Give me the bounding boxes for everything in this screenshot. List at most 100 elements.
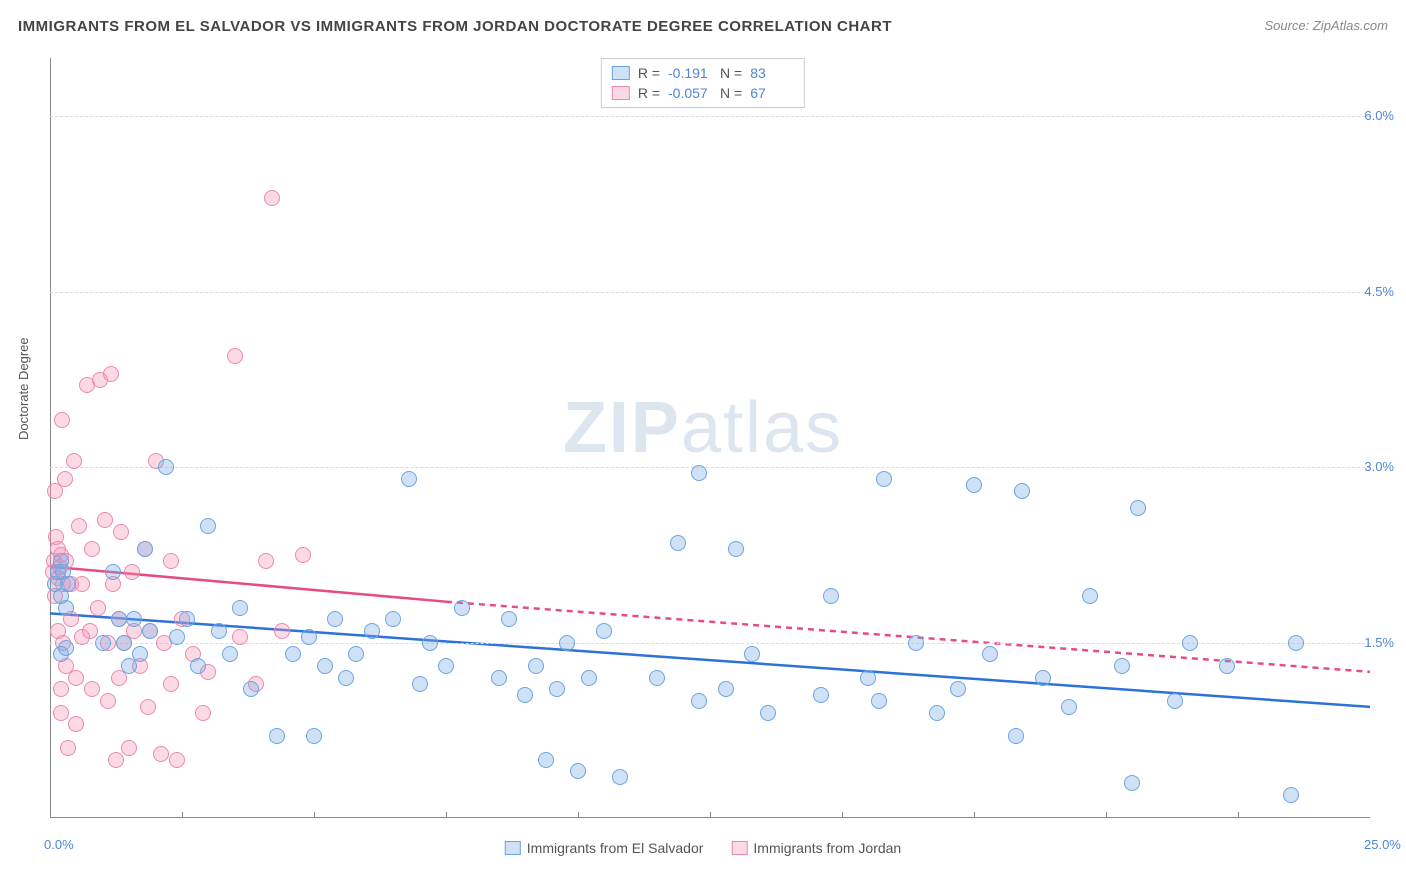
legend-swatch-blue — [612, 66, 630, 80]
gridline — [50, 292, 1370, 293]
blue-point — [760, 705, 776, 721]
blue-point — [60, 576, 76, 592]
blue-point — [306, 728, 322, 744]
blue-point — [338, 670, 354, 686]
x-tick-mark — [446, 812, 447, 818]
source-link[interactable]: ZipAtlas.com — [1313, 18, 1388, 33]
legend-n-value: 67 — [750, 85, 794, 101]
blue-point — [728, 541, 744, 557]
blue-point — [327, 611, 343, 627]
pink-point — [121, 740, 137, 756]
pink-point — [84, 541, 100, 557]
blue-point — [1114, 658, 1130, 674]
pink-point — [100, 693, 116, 709]
blue-point — [200, 518, 216, 534]
x-tick-mark — [1106, 812, 1107, 818]
blue-point — [1130, 500, 1146, 516]
legend-n-label: N = — [720, 85, 742, 101]
legend-swatch-pink — [731, 841, 747, 855]
y-tick-label: 1.5% — [1364, 635, 1394, 650]
series-legend: Immigrants from El Salvador Immigrants fr… — [505, 840, 901, 856]
legend-r-value: -0.191 — [668, 65, 712, 81]
blue-point — [364, 623, 380, 639]
stat-legend-row: R =-0.191N =83 — [612, 63, 794, 83]
blue-point — [116, 635, 132, 651]
y-tick-label: 6.0% — [1364, 108, 1394, 123]
blue-point — [871, 693, 887, 709]
stat-legend: R =-0.191N =83R =-0.057N =67 — [601, 58, 805, 108]
blue-point — [222, 646, 238, 662]
x-tick-mark — [974, 812, 975, 818]
blue-point — [111, 611, 127, 627]
blue-point — [559, 635, 575, 651]
y-axis-label: Doctorate Degree — [16, 337, 31, 440]
blue-point — [823, 588, 839, 604]
blue-point — [528, 658, 544, 674]
pink-point — [54, 412, 70, 428]
blue-point — [549, 681, 565, 697]
source-label: Source: — [1264, 18, 1312, 33]
blue-point — [1008, 728, 1024, 744]
pink-point — [113, 524, 129, 540]
blue-point — [1167, 693, 1183, 709]
blue-point — [132, 646, 148, 662]
pink-point — [71, 518, 87, 534]
blue-point — [137, 541, 153, 557]
pink-point — [153, 746, 169, 762]
blue-point — [718, 681, 734, 697]
blue-point — [126, 611, 142, 627]
pink-point — [258, 553, 274, 569]
blue-point — [285, 646, 301, 662]
pink-point — [84, 681, 100, 697]
legend-r-label: R = — [638, 65, 660, 81]
blue-point — [813, 687, 829, 703]
pink-point — [108, 752, 124, 768]
blue-point — [570, 763, 586, 779]
blue-point — [454, 600, 470, 616]
blue-point — [1035, 670, 1051, 686]
pink-point — [195, 705, 211, 721]
blue-point — [517, 687, 533, 703]
legend-swatch-pink — [612, 86, 630, 100]
blue-point — [1288, 635, 1304, 651]
blue-point — [649, 670, 665, 686]
blue-point — [876, 471, 892, 487]
blue-point — [158, 459, 174, 475]
pink-point — [163, 676, 179, 692]
blue-point — [1124, 775, 1140, 791]
blue-point — [301, 629, 317, 645]
blue-point — [269, 728, 285, 744]
blue-point — [142, 623, 158, 639]
x-tick-mark — [842, 812, 843, 818]
series-legend-item: Immigrants from Jordan — [731, 840, 901, 856]
x-tick-mark — [710, 812, 711, 818]
pink-point — [97, 512, 113, 528]
blue-point — [966, 477, 982, 493]
blue-point — [1082, 588, 1098, 604]
blue-point — [412, 676, 428, 692]
blue-point — [612, 769, 628, 785]
pink-point — [124, 564, 140, 580]
pink-point — [68, 670, 84, 686]
blue-point — [691, 693, 707, 709]
blue-point — [670, 535, 686, 551]
pink-point — [264, 190, 280, 206]
pink-point — [140, 699, 156, 715]
blue-point — [982, 646, 998, 662]
blue-point — [95, 635, 111, 651]
blue-point — [950, 681, 966, 697]
blue-point — [58, 600, 74, 616]
gridline — [50, 467, 1370, 468]
pink-point — [232, 629, 248, 645]
pink-point — [57, 471, 73, 487]
blue-point — [744, 646, 760, 662]
pink-point — [295, 547, 311, 563]
series-legend-label: Immigrants from El Salvador — [527, 840, 704, 856]
blue-point — [538, 752, 554, 768]
legend-n-label: N = — [720, 65, 742, 81]
y-tick-label: 3.0% — [1364, 459, 1394, 474]
x-tick-mark — [1238, 812, 1239, 818]
gridline — [50, 116, 1370, 117]
x-tick-mark — [314, 812, 315, 818]
blue-point — [190, 658, 206, 674]
